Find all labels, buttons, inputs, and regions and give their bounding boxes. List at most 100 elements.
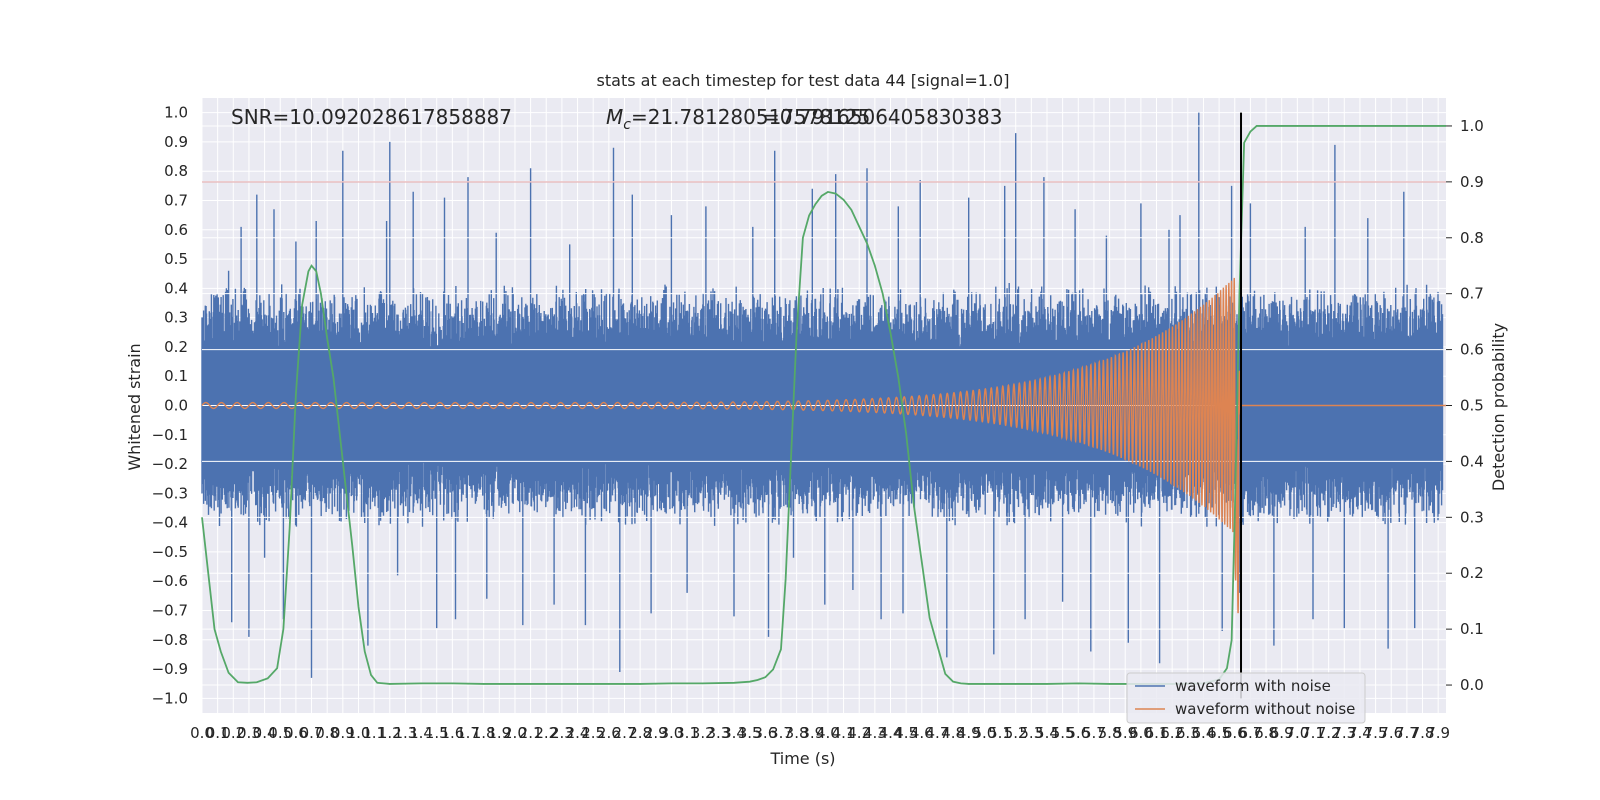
overlap-annotation: =0.7916506405830383 [763, 105, 1002, 129]
x-tick-label: 2.5 [581, 724, 605, 742]
y-tick-label: −0.2 [152, 455, 188, 473]
x-tick-label: 3.7 [769, 724, 793, 742]
x-tick-label: 3.1 [675, 724, 699, 742]
x-tick-label: 1.4 [409, 724, 433, 742]
y-tick-label: −0.3 [152, 484, 188, 502]
x-tick-label: 6.4 [1192, 724, 1216, 742]
y-tick-label: 0.6 [164, 221, 188, 239]
x-tick-label: 4.0 [816, 724, 840, 742]
y-tick-label: 0.2 [164, 338, 188, 356]
y-tick-label: 0.1 [164, 367, 188, 385]
x-tick-label: 0.4 [253, 724, 277, 742]
x-tick-label: 2.9 [644, 724, 668, 742]
x-tick-label: 3.0 [660, 724, 684, 742]
x-tick-label: 2.3 [550, 724, 574, 742]
x-tick-label: 5.4 [1035, 724, 1059, 742]
x-tick-label: 0.2 [221, 724, 245, 742]
x-tick-label: 6.9 [1270, 724, 1294, 742]
y-tick-label: −0.5 [152, 543, 188, 561]
y-axis-label: Whitened strain [125, 343, 144, 470]
y-tick-label: 0.9 [164, 133, 188, 151]
y-axis-ticks: −1.0 −0.9 −0.8 −0.7 −0.6 −0.5 −0.4 −0.3 −0.2 −0.1… [152, 104, 188, 708]
x-axis-label: Time (s) [769, 749, 835, 768]
y2-tick-label: 0.0 [1460, 676, 1484, 694]
x-axis-ticks: 0.00.10.20.30.40.50.60.70.80.91.01.11.21… [190, 724, 1450, 742]
y-tick-label: 0.4 [164, 279, 188, 297]
y2-tick-label: 0.2 [1460, 564, 1484, 582]
x-tick-label: 7.6 [1379, 724, 1403, 742]
x-tick-label: 6.6 [1223, 724, 1247, 742]
chirp-mass-annotation: Mc=21.781280517578125 [606, 105, 870, 133]
y-tick-label: 0.8 [164, 162, 188, 180]
chirp-mass-subscript: c [623, 117, 631, 133]
y2-tick-label: 1.0 [1460, 117, 1484, 135]
x-tick-label: 4.3 [863, 724, 887, 742]
x-tick-label: 5.2 [1004, 724, 1028, 742]
y-tick-label: 1.0 [164, 104, 188, 122]
x-tick-label: 7.7 [1395, 724, 1419, 742]
x-tick-label: 7.4 [1348, 724, 1372, 742]
x-tick-label: 1.3 [393, 724, 417, 742]
y-tick-label: −1.0 [152, 689, 188, 707]
x-tick-label: 5.8 [1098, 724, 1122, 742]
x-tick-label: 4.8 [941, 724, 965, 742]
x-tick-label: 2.0 [503, 724, 527, 742]
x-tick-label: 3.8 [785, 724, 809, 742]
legend-box [1126, 672, 1366, 724]
x-tick-label: 4.4 [879, 724, 903, 742]
x-tick-label: 2.6 [597, 724, 621, 742]
y2-tick-label: 0.8 [1460, 229, 1484, 247]
x-tick-label: 7.0 [1285, 724, 1309, 742]
x-tick-label: 4.2 [847, 724, 871, 742]
x-tick-label: 4.7 [926, 724, 950, 742]
y2-tick-label: 0.9 [1460, 173, 1484, 191]
legend-label-noise: waveform with noise [1175, 677, 1331, 695]
x-tick-label: 7.9 [1426, 724, 1450, 742]
x-tick-label: 2.7 [613, 724, 637, 742]
x-tick-label: 3.9 [800, 724, 824, 742]
x-tick-label: 2.8 [628, 724, 652, 742]
y2-axis-ticks: 0.0 0.1 0.2 0.3 0.4 0.5 0.6 0.7 0.8 0.9 1.0 [1446, 117, 1484, 694]
x-tick-label: 0.9 [331, 724, 355, 742]
x-tick-label: 3.2 [691, 724, 715, 742]
chirp-mass-value: =21.781280517578125 [631, 105, 870, 129]
x-tick-label: 2.1 [519, 724, 543, 742]
x-tick-label: 6.3 [1176, 724, 1200, 742]
x-tick-label: 0.1 [206, 724, 230, 742]
x-tick-label: 0.3 [237, 724, 261, 742]
y-tick-label: −0.6 [152, 572, 188, 590]
y-tick-label: 0.0 [164, 397, 188, 415]
x-tick-label: 5.5 [1051, 724, 1075, 742]
x-tick-label: 5.9 [1113, 724, 1137, 742]
x-tick-label: 2.2 [534, 724, 558, 742]
x-tick-label: 7.3 [1332, 724, 1356, 742]
y-tick-label: 0.7 [164, 192, 188, 210]
x-tick-label: 6.7 [1238, 724, 1262, 742]
y-tick-label: 0.3 [164, 309, 188, 327]
y-tick-label: 0.5 [164, 250, 188, 268]
y-tick-label: −0.7 [152, 602, 188, 620]
x-tick-label: 6.0 [1129, 724, 1153, 742]
x-tick-label: 3.6 [753, 724, 777, 742]
chart-title: stats at each timestep for test data 44 … [597, 71, 1010, 90]
series-waveform-without-noise [201, 277, 1446, 614]
y2-tick-label: 0.7 [1460, 285, 1484, 303]
y-tick-label: −0.9 [152, 660, 188, 678]
series-detection-probability [201, 125, 1446, 685]
x-tick-label: 3.4 [722, 724, 746, 742]
x-tick-label: 3.5 [738, 724, 762, 742]
legend-label-clean: waveform without noise [1175, 700, 1355, 718]
y2-tick-label: 0.1 [1460, 620, 1484, 638]
y2-tick-label: 0.6 [1460, 341, 1484, 359]
x-tick-label: 4.9 [957, 724, 981, 742]
detection-probability-line [201, 125, 1446, 685]
legend: waveform with noise waveform without noi… [1126, 672, 1366, 724]
x-tick-label: 1.1 [362, 724, 386, 742]
x-tick-label: 6.5 [1207, 724, 1231, 742]
waveform-without-noise-line [201, 277, 1446, 614]
x-tick-label: 1.9 [487, 724, 511, 742]
x-tick-label: 2.4 [566, 724, 590, 742]
x-tick-label: 1.2 [378, 724, 402, 742]
x-tick-label: 1.0 [347, 724, 371, 742]
x-tick-label: 5.3 [1019, 724, 1043, 742]
